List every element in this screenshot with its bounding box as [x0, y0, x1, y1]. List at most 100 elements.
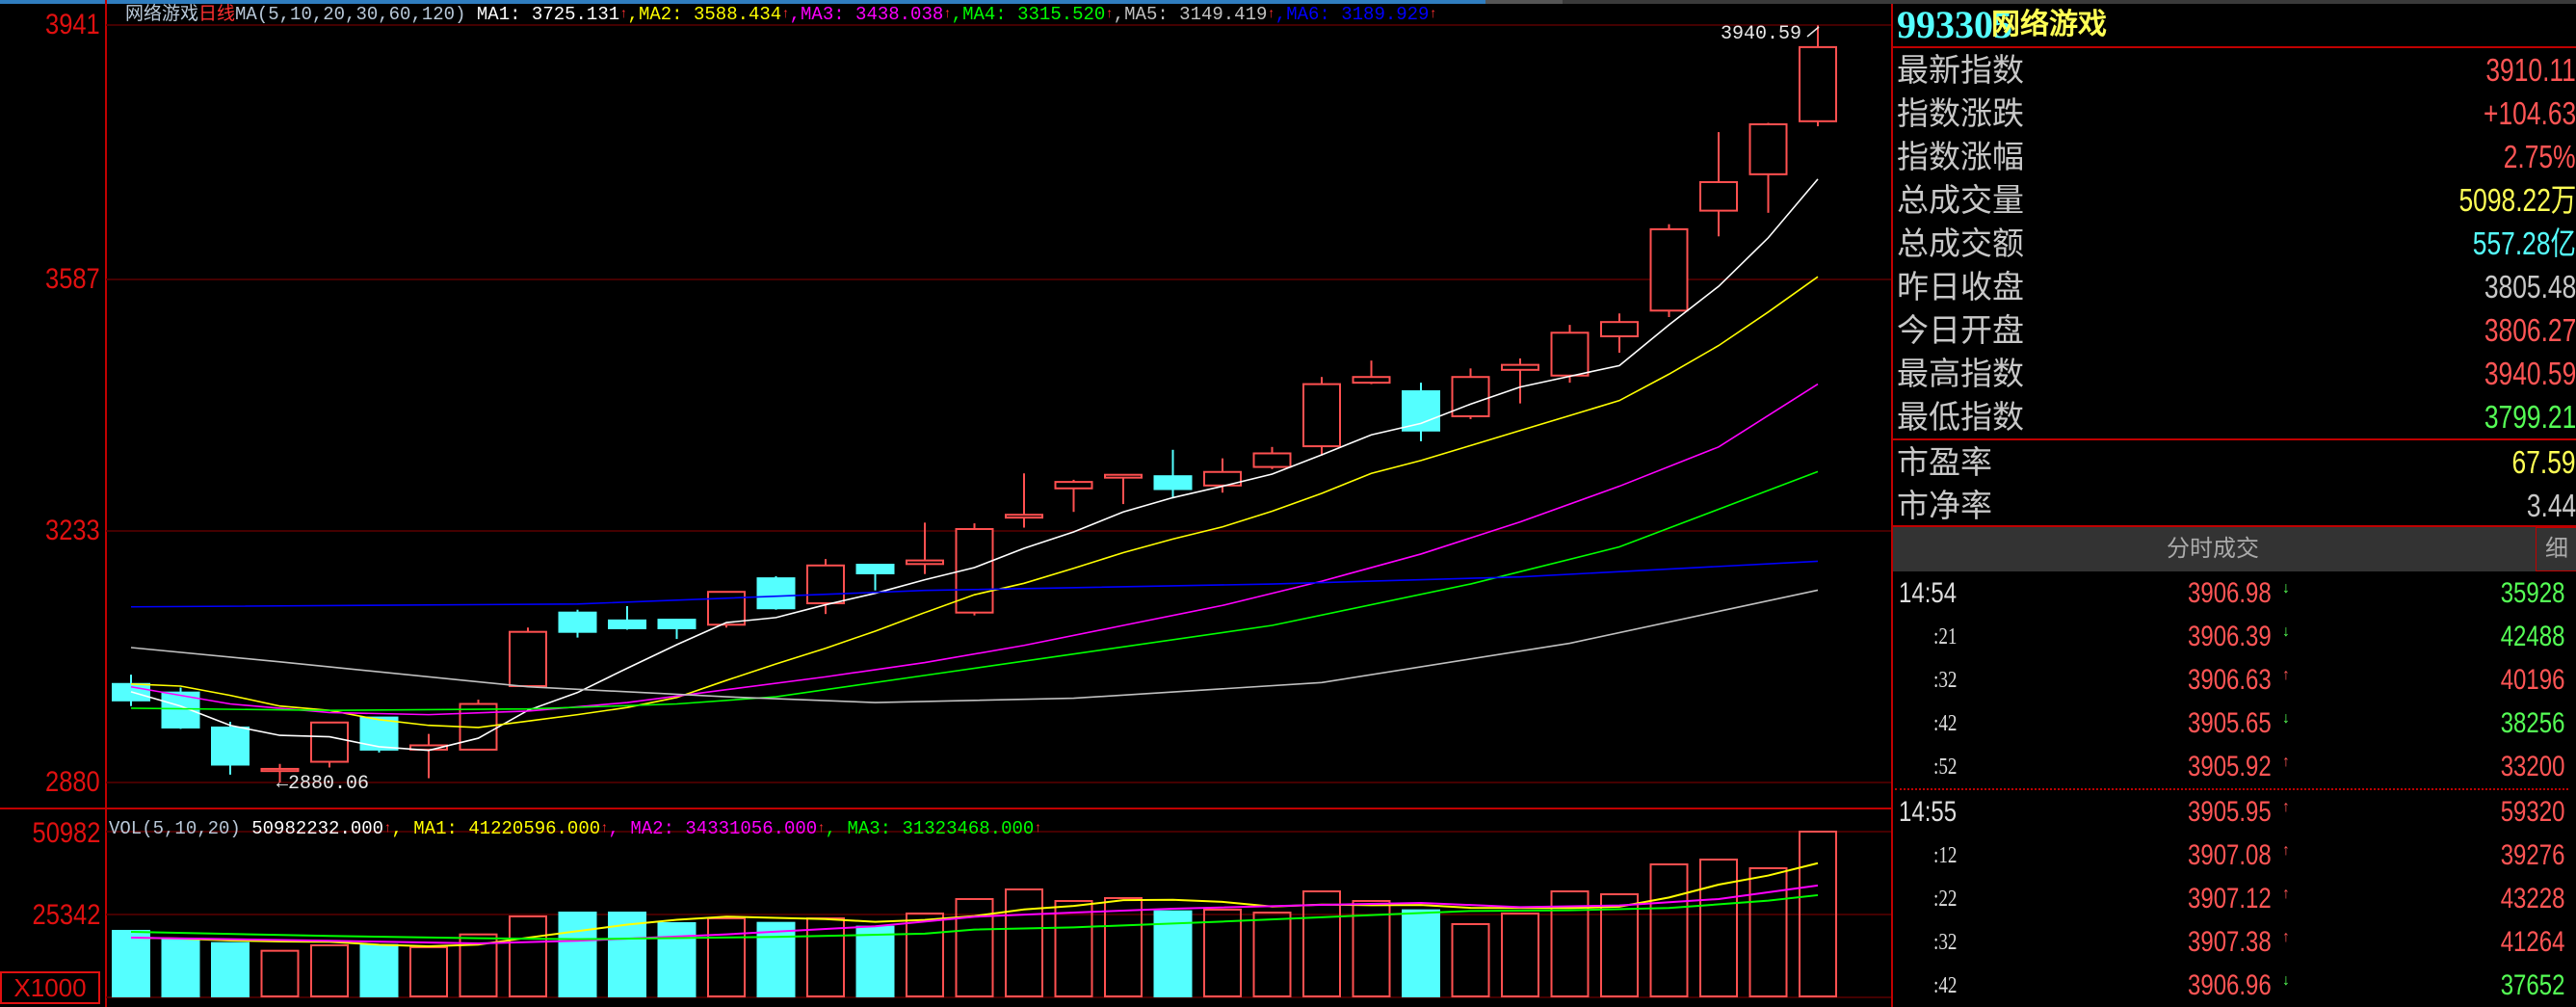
volume-bar[interactable] — [1699, 858, 1738, 997]
tick-row[interactable]: :32 3907.38 ↑ 41264 — [1893, 920, 2576, 964]
tick-row[interactable]: 14:55 3905.95 ↑ 59320 — [1893, 790, 2576, 834]
candle-body[interactable] — [855, 564, 895, 574]
volume-bar[interactable] — [161, 938, 200, 997]
volume-bar[interactable] — [459, 933, 498, 998]
volume-bar[interactable] — [1302, 889, 1341, 998]
tick-time: :32 — [1933, 930, 1958, 955]
volume-bar[interactable] — [1451, 922, 1490, 997]
index-code: 993305 — [1897, 3, 2012, 46]
volume-unit-label: X1000 — [0, 971, 100, 1004]
candle-body[interactable] — [1352, 376, 1391, 384]
candle-body[interactable] — [1153, 475, 1193, 490]
separator-arrow-icon: ↑ — [943, 7, 952, 22]
ma-definition[interactable]: MA(5,10,20,30,60,120) — [235, 4, 466, 25]
separator: , — [789, 4, 802, 25]
candle-body[interactable] — [1005, 514, 1043, 519]
volume-bar[interactable] — [756, 921, 796, 997]
vol-definition[interactable]: VOL(5,10,20) — [109, 818, 241, 839]
tick-time: :52 — [1933, 755, 1958, 780]
candle-body[interactable] — [1649, 227, 1689, 312]
volume-bar[interactable] — [1104, 896, 1143, 998]
vol-ma-legend-label: MA1 — [413, 818, 447, 839]
volume-bar[interactable] — [1550, 889, 1590, 998]
volume-bar[interactable] — [1005, 888, 1043, 997]
price-axis-label: 3587 — [45, 263, 100, 295]
candle-body[interactable] — [1302, 383, 1341, 448]
candle-body[interactable] — [608, 619, 646, 629]
ratio-label: 市盈率 — [1897, 444, 1992, 480]
candle-body[interactable] — [1104, 473, 1143, 479]
tick-row[interactable]: :12 3907.08 ↑ 39276 — [1893, 834, 2576, 877]
vol-ma-legend-value: 41220596.000 — [468, 818, 601, 839]
tick-row[interactable]: :52 3905.92 ↑ 33200 — [1893, 745, 2576, 788]
candle-body[interactable] — [1748, 122, 1788, 175]
ticks-list[interactable]: 14:54 3906.98 ↓ 35928:21 3906.39 ↓ 42488:32 390… — [1893, 571, 2576, 1007]
vol-ma-legend-value: 31323468.000 — [902, 818, 1035, 839]
ma-line-ma2 — [130, 276, 1819, 729]
volume-bar[interactable] — [558, 911, 597, 998]
tick-row[interactable]: :32 3906.63 ↑ 40196 — [1893, 658, 2576, 702]
detail-button[interactable]: 细 — [2536, 527, 2576, 571]
volume-bar[interactable] — [1352, 899, 1391, 997]
candle-body[interactable] — [1451, 376, 1490, 417]
colon: : — [1157, 4, 1180, 25]
tick-row[interactable]: :42 3906.96 ↓ 37652 — [1893, 964, 2576, 1007]
kline-chart[interactable] — [0, 0, 1891, 1007]
volume-bar[interactable] — [906, 912, 944, 997]
volume-bar[interactable] — [211, 941, 250, 997]
tab-strip — [1485, 0, 1563, 4]
tick-row[interactable]: 14:54 3906.98 ↓ 35928 — [1893, 571, 2576, 615]
candle-body[interactable] — [1799, 45, 1837, 122]
volume-bar[interactable] — [1748, 866, 1788, 997]
volume-bar[interactable] — [509, 914, 547, 998]
candle-body[interactable] — [310, 721, 349, 763]
tick-row[interactable]: :21 3906.39 ↓ 42488 — [1893, 615, 2576, 658]
candle-body[interactable] — [211, 726, 250, 766]
volume-bar[interactable] — [409, 945, 448, 998]
volume-bar[interactable] — [1153, 910, 1193, 997]
active-tab-strip — [0, 0, 1485, 4]
vol-ma-legend-label: MA2 — [630, 818, 664, 839]
tick-row[interactable]: :22 3907.12 ↑ 43228 — [1893, 877, 2576, 920]
volume-bar[interactable] — [1649, 862, 1689, 998]
volume-bar[interactable] — [1600, 892, 1639, 998]
candle-body[interactable] — [906, 559, 944, 566]
candle-body[interactable] — [806, 564, 845, 605]
candle-body[interactable] — [1550, 331, 1590, 377]
volume-bar[interactable] — [260, 949, 300, 998]
volume-bar[interactable] — [855, 925, 895, 998]
colon: : — [880, 818, 903, 839]
volume-bar[interactable] — [955, 897, 994, 997]
candle-body[interactable] — [1054, 481, 1093, 490]
volume-bar[interactable] — [1501, 912, 1539, 997]
volume-bar[interactable] — [1203, 908, 1242, 997]
volume-bar[interactable] — [359, 943, 399, 998]
volume-bar[interactable] — [1799, 831, 1837, 997]
volume-bar[interactable] — [1054, 899, 1093, 997]
candle-body[interactable] — [260, 767, 300, 773]
candle-body[interactable] — [1252, 452, 1292, 468]
colon: : — [833, 4, 856, 25]
candle-body[interactable] — [509, 630, 547, 687]
volume-bar[interactable] — [657, 921, 697, 998]
volume-bar[interactable] — [707, 916, 746, 997]
tick-row[interactable]: :42 3905.65 ↓ 38256 — [1893, 702, 2576, 745]
candle-body[interactable] — [756, 577, 796, 610]
candle-body[interactable] — [1699, 180, 1738, 212]
volume-bar[interactable] — [112, 929, 150, 997]
candle-body[interactable] — [707, 591, 746, 626]
candle-body[interactable] — [558, 611, 597, 633]
volume-bar[interactable] — [1252, 911, 1292, 998]
tick-price: 3905.95 — [2188, 796, 2272, 828]
separator-arrow-icon: ↑ — [781, 7, 790, 22]
tick-volume: 37652 — [2500, 969, 2564, 1001]
candle-body[interactable] — [1402, 390, 1440, 432]
quote-label: 总成交额 — [1897, 225, 2024, 261]
period-label[interactable]: 日线 — [198, 4, 236, 25]
candle-body[interactable] — [657, 619, 697, 629]
candle-body[interactable] — [1501, 363, 1539, 371]
volume-bar[interactable] — [310, 944, 349, 997]
tick-volume: 35928 — [2500, 577, 2564, 609]
volume-bar[interactable] — [1402, 909, 1440, 998]
candle-body[interactable] — [1600, 321, 1639, 337]
